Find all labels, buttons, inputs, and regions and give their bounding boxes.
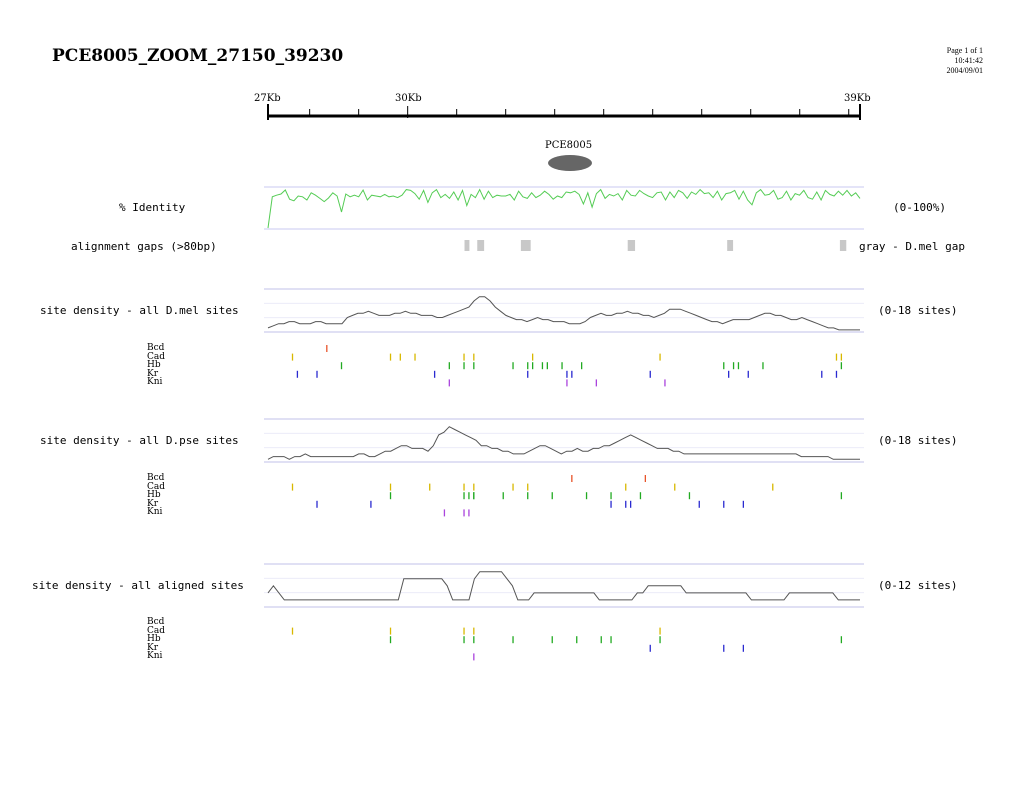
motif-label-kr: Kr bbox=[147, 368, 159, 379]
element-pce8005 bbox=[548, 155, 592, 171]
gap-region bbox=[627, 240, 636, 251]
density-line bbox=[267, 296, 860, 331]
motif-label-kni: Kni bbox=[147, 507, 163, 517]
gap-region bbox=[464, 240, 470, 251]
element-label: PCE8005 bbox=[545, 140, 593, 151]
track-dpse-range: (0-18 sites) bbox=[878, 434, 958, 447]
motif-label-hb: Hb bbox=[147, 360, 161, 370]
page-time: 10:41:42 bbox=[954, 56, 983, 65]
track-dpse-motif-labels: Bcd Cad Hb Kr Kni bbox=[147, 474, 165, 517]
motif-label-bcd: Bcd bbox=[147, 473, 165, 483]
ruler-mid-label: 30Kb bbox=[395, 93, 422, 104]
track-dpse-label: site density - all D.pse sites bbox=[40, 434, 239, 447]
gaps-label: alignment gaps (>80bp) bbox=[71, 240, 217, 253]
motif-label-bcd: Bcd bbox=[147, 617, 165, 627]
identity-line bbox=[267, 188, 861, 229]
track-dmel-label: site density - all D.mel sites bbox=[40, 304, 239, 317]
motif-label-cad: Cad bbox=[147, 351, 166, 362]
gap-region bbox=[520, 240, 531, 251]
gap-region bbox=[839, 240, 847, 251]
motif-label-cad: Cad bbox=[147, 481, 166, 492]
page-number: Page 1 of 1 bbox=[946, 46, 983, 55]
ruler-end-label: 39Kb bbox=[844, 93, 871, 104]
gaps-legend: gray - D.mel gap bbox=[859, 240, 965, 253]
identity-label: % Identity bbox=[119, 201, 186, 214]
motif-label-kr: Kr bbox=[147, 642, 159, 653]
gap-region bbox=[477, 240, 485, 251]
motif-label-cad: Cad bbox=[147, 625, 166, 636]
density-line bbox=[267, 426, 860, 460]
identity-range: (0-100%) bbox=[893, 201, 946, 214]
page-title: PCE8005_ZOOM_27150_39230 bbox=[52, 46, 344, 66]
track-aligned-label: site density - all aligned sites bbox=[32, 579, 244, 592]
motif-label-hb: Hb bbox=[147, 490, 161, 500]
motif-label-kni: Kni bbox=[147, 651, 163, 661]
gap-region bbox=[727, 240, 734, 251]
track-aligned-range: (0-12 sites) bbox=[878, 579, 958, 592]
track-dmel-range: (0-18 sites) bbox=[878, 304, 958, 317]
track-aligned-motif-labels: Bcd Cad Hb Kr Kni bbox=[147, 618, 165, 661]
motif-label-kr: Kr bbox=[147, 498, 159, 509]
density-line bbox=[267, 571, 860, 601]
motif-label-bcd: Bcd bbox=[147, 343, 165, 353]
track-dmel-motif-labels: Bcd Cad Hb Kr Kni bbox=[147, 344, 165, 387]
ruler-start-label: 27Kb bbox=[254, 93, 281, 104]
page-date: 2004/09/01 bbox=[946, 66, 983, 75]
motif-label-kni: Kni bbox=[147, 377, 163, 387]
motif-label-hb: Hb bbox=[147, 634, 161, 644]
page-info: Page 1 of 1 10:41:42 2004/09/01 bbox=[947, 46, 983, 76]
